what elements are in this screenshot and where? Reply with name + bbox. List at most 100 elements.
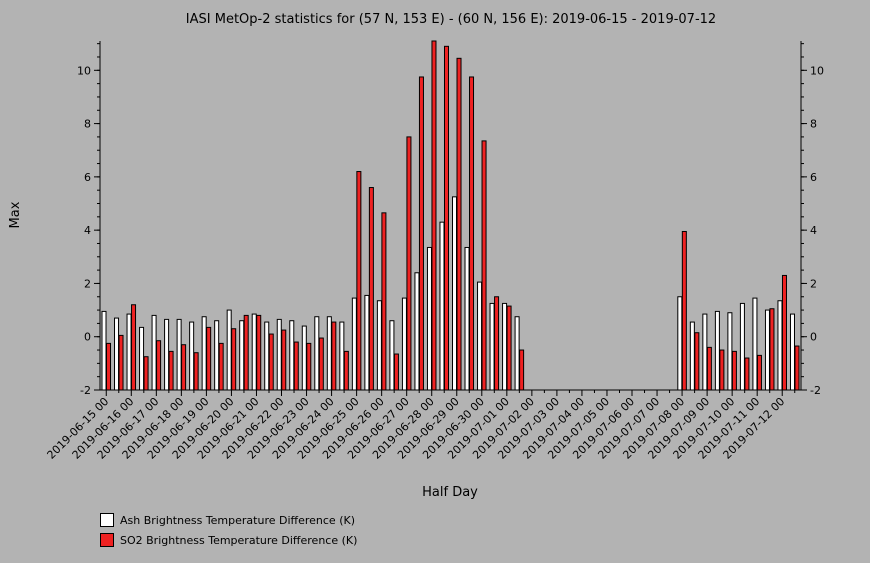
ash-bar [189, 321, 195, 391]
ash-bar [426, 246, 432, 391]
ash-bar [714, 310, 720, 391]
so2-bar [268, 333, 274, 391]
ash-bar [452, 196, 458, 391]
ash-bar [477, 281, 483, 391]
so2-bar [756, 354, 762, 391]
ash-bar [702, 313, 708, 391]
so2-bar [318, 337, 324, 391]
ash-bar [764, 309, 770, 391]
ash-bar [364, 294, 370, 391]
so2-bar [393, 353, 399, 391]
so2-bar [156, 340, 162, 391]
ash-bar [401, 297, 407, 391]
ash-bar [339, 321, 345, 391]
so2-bar [781, 274, 787, 391]
ash-bar [264, 321, 270, 391]
ash-bar [151, 314, 157, 391]
ash-bar [201, 316, 207, 391]
y-tick-label: -2 [80, 384, 91, 397]
ash-bar [439, 221, 445, 391]
ash-bar [301, 325, 307, 391]
y-axis-label: Max [8, 201, 23, 228]
chart-title: IASI MetOp-2 statistics for (57 N, 153 E… [186, 12, 716, 27]
ash-bar [389, 320, 395, 391]
x-axis-label: Half Day [422, 485, 478, 500]
so2-bar [469, 76, 475, 391]
legend-label-ash: Ash Brightness Temperature Difference (K… [120, 513, 355, 527]
so2-bar [131, 304, 137, 391]
so2-bar [243, 314, 249, 391]
so2-bar [706, 346, 712, 391]
y-tick-label: 8 [84, 118, 91, 131]
ash-bar [326, 316, 332, 391]
so2-bar [168, 350, 174, 391]
so2-bar [206, 326, 212, 391]
so2-bar [293, 341, 299, 391]
ash-bar [176, 318, 182, 391]
y-tick-label: 2 [84, 277, 91, 290]
ash-bar [139, 326, 145, 391]
so2-bar [331, 321, 337, 391]
so2-bar [769, 308, 775, 391]
ash-bar [239, 320, 245, 391]
ash-bar [677, 296, 683, 391]
ash-bar [502, 302, 508, 391]
legend-label-so2: SO2 Brightness Temperature Difference (K… [120, 533, 358, 547]
so2-bar [481, 140, 487, 391]
ash-bar [489, 302, 495, 391]
ash-bar [101, 310, 107, 391]
ash-bar [514, 316, 520, 391]
so2-bar [256, 314, 262, 391]
so2-bar [694, 332, 700, 391]
so2-bar [181, 344, 187, 391]
ash-bar [752, 297, 758, 391]
ash-bar [739, 302, 745, 391]
so2-bar [406, 136, 412, 391]
legend-item-ash: Ash Brightness Temperature Difference (K… [100, 513, 355, 527]
ash-bar [351, 297, 357, 391]
so2-bar [281, 329, 287, 391]
legend-swatch-so2 [100, 533, 114, 547]
so2-bar [731, 350, 737, 391]
so2-bar [368, 187, 374, 391]
so2-bar [681, 230, 687, 391]
y-tick-label: 10 [77, 64, 91, 77]
ash-bar [314, 316, 320, 391]
ash-bar [276, 318, 282, 391]
y-tick-label-right: 6 [810, 171, 817, 184]
so2-bar [506, 305, 512, 391]
y-tick-label: 4 [84, 224, 91, 237]
so2-bar [431, 40, 437, 391]
so2-bar [494, 296, 500, 391]
ash-bar [126, 313, 132, 391]
ash-bar [727, 312, 733, 391]
ash-bar [214, 320, 220, 391]
ash-bar [777, 300, 783, 391]
ash-bar [376, 300, 382, 391]
y-tick-label-right: 4 [810, 224, 817, 237]
bars-group [101, 40, 800, 391]
ash-bar [226, 309, 232, 391]
ash-bar [251, 313, 257, 391]
so2-bar [143, 356, 149, 391]
so2-bar [356, 171, 362, 391]
so2-bar [519, 349, 525, 391]
y-tick-label-right: 8 [810, 118, 817, 131]
ash-bar [464, 246, 470, 391]
so2-bar [231, 328, 237, 391]
y-tick-label: 6 [84, 171, 91, 184]
so2-bar [106, 342, 112, 391]
y-tick-label-right: 0 [810, 331, 817, 344]
so2-bar [744, 357, 750, 391]
so2-bar [443, 45, 449, 391]
so2-bar [418, 76, 424, 391]
ash-bar [689, 321, 695, 391]
so2-bar [118, 334, 124, 391]
ash-bar [114, 317, 120, 391]
ash-bar [289, 320, 295, 391]
y-tick-label-right: 10 [810, 64, 824, 77]
so2-bar [456, 57, 462, 391]
ash-bar [789, 313, 795, 391]
so2-bar [719, 349, 725, 391]
y-tick-label-right: -2 [810, 384, 821, 397]
